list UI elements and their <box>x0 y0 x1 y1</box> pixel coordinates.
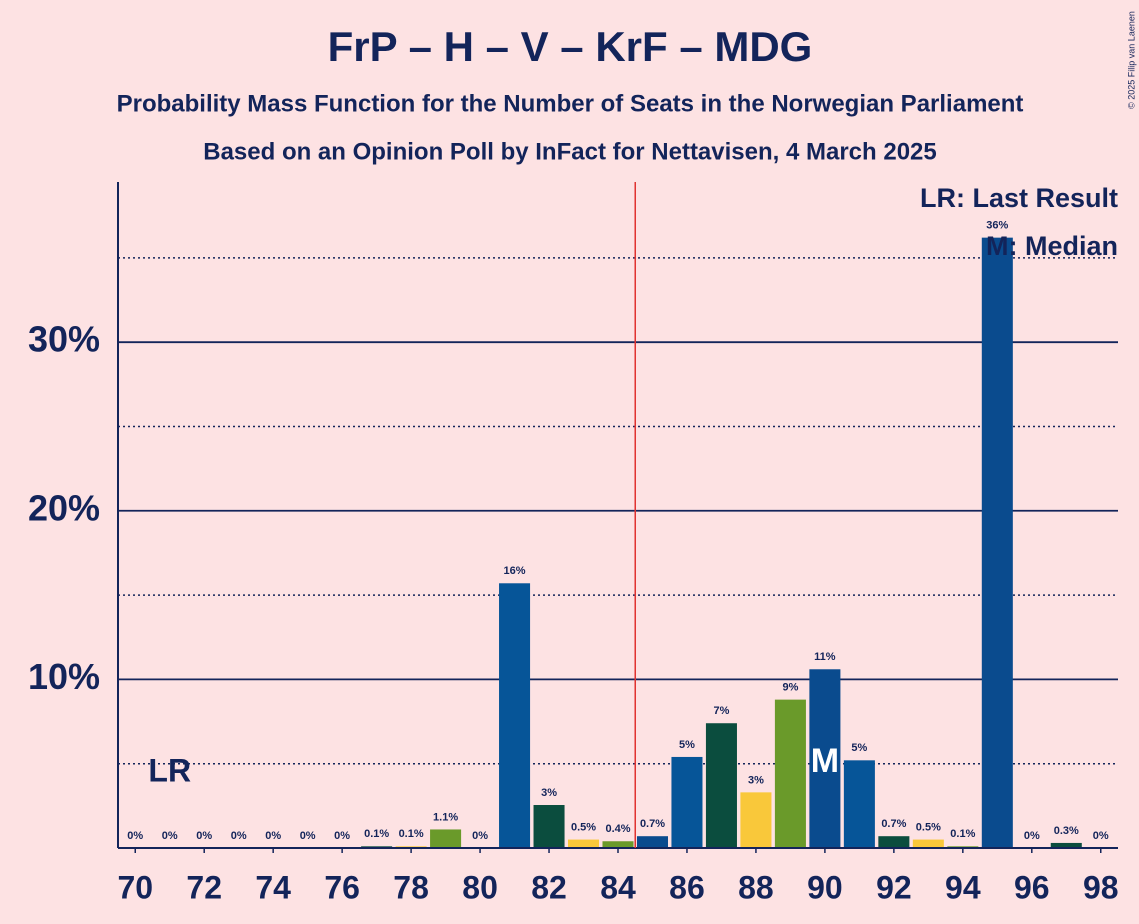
value-label: 0.3% <box>1054 825 1079 837</box>
legend-entry: LR: Last Result <box>920 183 1118 213</box>
bar <box>878 836 910 848</box>
x-tick-label: 78 <box>393 869 429 905</box>
value-label: 0% <box>1024 830 1040 842</box>
value-label: 5% <box>851 742 867 754</box>
bar <box>843 760 875 848</box>
value-label: 0.1% <box>364 828 389 840</box>
median-marker: M <box>811 742 839 780</box>
value-label: 5% <box>679 739 695 751</box>
bar <box>568 839 600 848</box>
value-label: 0% <box>231 830 247 842</box>
y-tick-label: 30% <box>28 319 100 360</box>
value-label: 0.1% <box>950 828 975 840</box>
x-tick-label: 72 <box>186 869 222 905</box>
bar <box>981 237 1013 848</box>
bar <box>1050 842 1082 848</box>
bar <box>602 841 634 848</box>
value-label: 0% <box>300 830 316 842</box>
value-label: 0% <box>162 830 178 842</box>
value-label: 0.5% <box>916 821 941 833</box>
bar <box>499 583 531 848</box>
x-tick-label: 90 <box>807 869 843 905</box>
x-tick-label: 74 <box>255 869 291 905</box>
last-result-marker: LR <box>148 752 191 788</box>
bar <box>912 839 944 848</box>
bar <box>533 805 565 848</box>
chart-subtitle: Based on an Opinion Poll by InFact for N… <box>203 138 937 165</box>
y-tick-label: 10% <box>28 656 100 697</box>
value-label: 0% <box>334 830 350 842</box>
copyright: © 2025 Filip van Laenen <box>1126 11 1136 109</box>
x-tick-label: 88 <box>738 869 774 905</box>
value-label: 0% <box>196 830 212 842</box>
bar <box>430 829 462 848</box>
value-label: 0.7% <box>881 818 906 830</box>
bar <box>705 723 737 848</box>
x-tick-label: 98 <box>1083 869 1119 905</box>
value-label: 0.7% <box>640 818 665 830</box>
x-tick-label: 94 <box>945 869 981 905</box>
bar <box>809 669 841 848</box>
value-label: 3% <box>541 787 557 799</box>
value-label: 1.1% <box>433 811 458 823</box>
chart-subtitle: Probability Mass Function for the Number… <box>117 90 1024 117</box>
value-label: 0.1% <box>399 828 424 840</box>
value-label: 0.4% <box>605 823 630 835</box>
bar <box>636 836 668 848</box>
value-label: 7% <box>713 705 729 717</box>
x-tick-label: 86 <box>669 869 705 905</box>
x-tick-label: 76 <box>324 869 360 905</box>
x-tick-label: 96 <box>1014 869 1050 905</box>
value-label: 0% <box>1093 830 1109 842</box>
bar <box>740 792 772 848</box>
x-tick-label: 70 <box>117 869 153 905</box>
value-label: 0.5% <box>571 821 596 833</box>
value-label: 0% <box>472 830 488 842</box>
x-tick-label: 82 <box>531 869 567 905</box>
x-tick-label: 80 <box>462 869 498 905</box>
value-label: 16% <box>504 565 526 577</box>
bar <box>774 699 806 848</box>
x-tick-label: 84 <box>600 869 636 905</box>
value-label: 9% <box>782 682 798 694</box>
chart-title: FrP – H – V – KrF – MDG <box>328 23 813 70</box>
value-label: 0% <box>265 830 281 842</box>
bar <box>671 756 703 848</box>
value-label: 3% <box>748 774 764 786</box>
x-tick-label: 92 <box>876 869 912 905</box>
value-label: 0% <box>127 830 143 842</box>
y-tick-label: 20% <box>28 487 100 528</box>
legend-entry: M: Median <box>986 231 1118 261</box>
value-label: 11% <box>814 651 836 663</box>
value-label: 36% <box>986 220 1008 232</box>
